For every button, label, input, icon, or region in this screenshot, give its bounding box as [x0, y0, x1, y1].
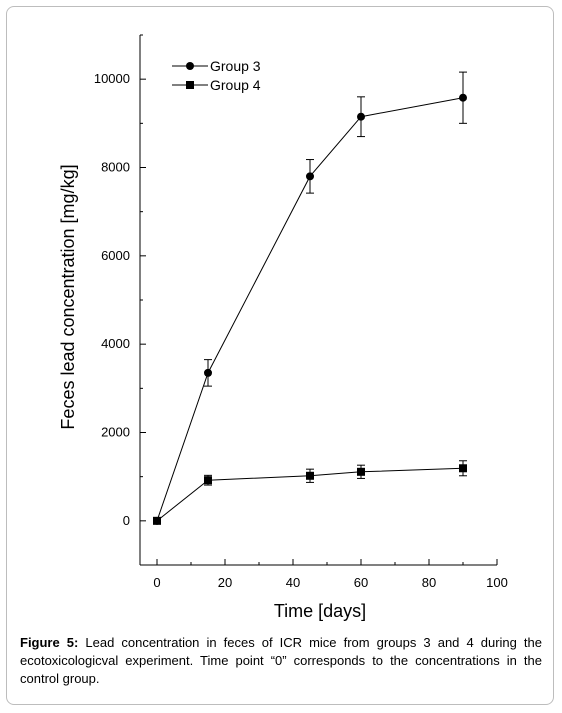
x-tick-label: 0	[153, 575, 160, 590]
data-point	[357, 112, 365, 121]
data-point	[153, 516, 161, 525]
x-tick-label: 40	[286, 575, 300, 590]
chart-series	[153, 71, 467, 525]
chart-axes: 0 20 40 60 80 100 0 2000 4000 6000 8000 10000	[94, 34, 508, 590]
x-tick-label: 80	[422, 575, 436, 590]
data-point	[204, 476, 212, 485]
caption-text: Lead concentration in feces of ICR mice …	[20, 635, 542, 686]
y-tick-label: 8000	[101, 160, 130, 175]
data-point	[357, 467, 365, 476]
series-1	[153, 71, 467, 525]
x-tick-label: 100	[486, 575, 508, 590]
series-2	[153, 460, 467, 525]
y-tick-label: 0	[123, 513, 130, 528]
x-tick-label: 20	[218, 575, 232, 590]
legend-marker	[186, 62, 194, 70]
line-chart: 0 20 40 60 80 100 0 2000 4000 6000 8000 10000 Group…	[58, 34, 508, 621]
x-axis-label: Time [days]	[274, 601, 366, 621]
legend-marker	[186, 81, 194, 89]
x-tick-label: 60	[354, 575, 368, 590]
y-tick-label: 2000	[101, 425, 130, 440]
data-point	[306, 172, 314, 181]
y-axis-label: Feces lead concentration [mg/kg]	[58, 164, 78, 429]
data-point	[204, 368, 212, 377]
caption-label: Figure 5:	[20, 635, 79, 650]
y-tick-label: 4000	[101, 336, 130, 351]
chart-legend: Group 3 Group 4	[172, 58, 261, 93]
data-point	[459, 464, 467, 473]
data-point	[306, 471, 314, 480]
legend-label: Group 3	[210, 58, 261, 74]
y-tick-label: 10000	[94, 71, 130, 86]
data-point	[459, 93, 467, 102]
y-tick-label: 6000	[101, 248, 130, 263]
legend-label: Group 4	[210, 77, 261, 93]
figure-caption: Figure 5: Lead concentration in feces of…	[20, 634, 542, 688]
